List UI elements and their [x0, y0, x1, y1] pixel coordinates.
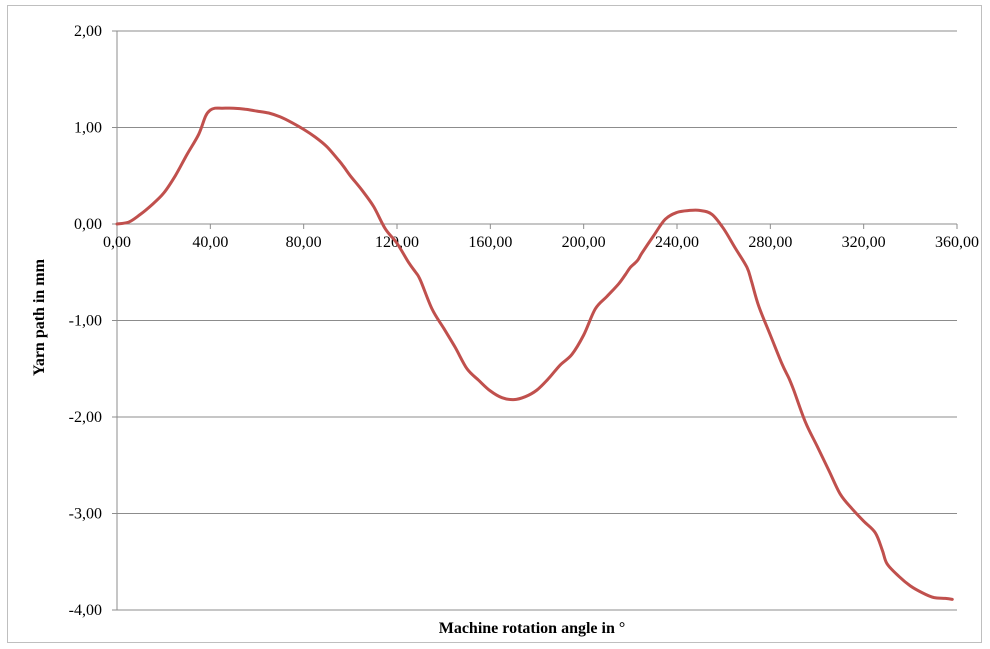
series-line	[115, 106, 954, 601]
y-tick-label: 2,00	[74, 23, 102, 40]
y-axis-title: Yarn path in mm	[31, 258, 48, 376]
x-tick-label: 200,00	[562, 234, 606, 251]
y-axis-ticks: 2,00 1,00 0,00 -1,00 -2,00 -3,00 -4,00	[69, 23, 117, 619]
y-tick-label: -2,00	[69, 409, 102, 426]
chart-frame	[7, 5, 982, 643]
x-tick-label: 240,00	[655, 234, 699, 251]
y-tick-label: -1,00	[69, 313, 102, 330]
x-tick-label: 0,00	[103, 234, 131, 251]
y-tick-label: -4,00	[69, 602, 102, 619]
y-tick-label: 0,00	[74, 216, 102, 233]
gridlines	[117, 30, 957, 611]
y-tick-label: -3,00	[69, 506, 102, 523]
x-tick-label: 360,00	[935, 234, 979, 251]
x-axis-title: Machine rotation angle in °	[439, 620, 626, 637]
x-tick-label: 40,00	[192, 234, 228, 251]
x-axis-ticks: 0,00 40,00 80,00 120,00 160,00 200,00 240,00 28…	[103, 224, 979, 251]
x-tick-label: 160,00	[468, 234, 512, 251]
x-tick-label: 280,00	[748, 234, 792, 251]
x-tick-label: 80,00	[286, 234, 322, 251]
x-tick-label: 320,00	[842, 234, 886, 251]
y-tick-label: 1,00	[74, 120, 102, 137]
